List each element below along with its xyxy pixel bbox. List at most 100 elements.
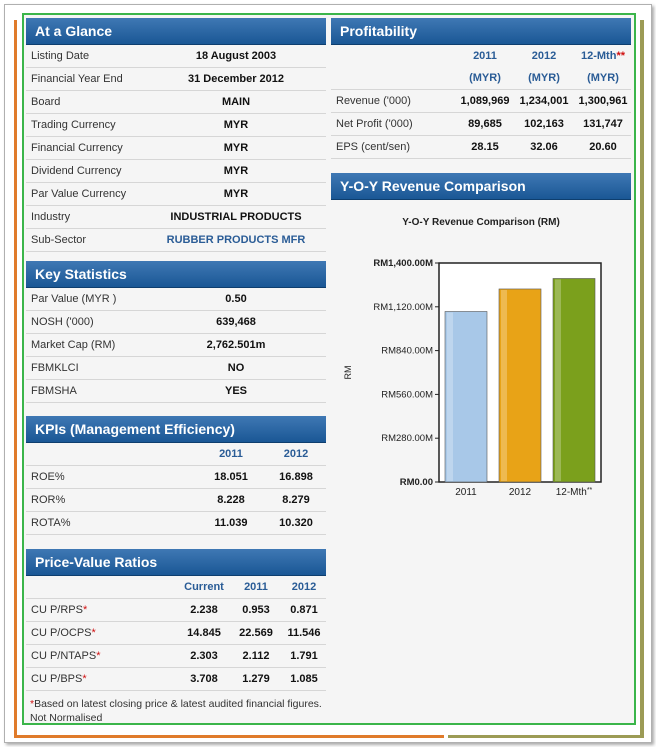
prof-col-2012-year: 2012 [531,50,557,62]
pv-value: 3.708 [190,673,218,685]
row-label: Sub-Sector [31,234,87,246]
row-value: 2,762.501m [206,339,266,351]
kpis-header: KPIs (Management Efficiency) [26,416,326,443]
row-label: CU P/NTAPS* [31,650,101,662]
profitability-header: Profitability [331,18,631,45]
y-tick-label: RM560.00M [381,389,433,400]
bar-2012[interactable] [498,288,542,483]
kpi-value: 8.228 [217,494,245,506]
row-label: Industry [31,211,71,223]
decorative-strip-bottom-left [14,735,444,738]
revenue-chart-panel: Y-O-Y Revenue Comparison Y-O-Y Revenue C… [331,173,631,503]
prof-col-12mth-year: 12-Mth** [580,50,625,62]
row-label: Market Cap (RM) [31,339,116,351]
row-value: MYR [223,165,249,177]
at-a-glance-row: Trading Currency MYR [26,114,326,137]
row-value: INDUSTRIAL PRODUCTS [170,211,302,223]
price-value-footnote: *Based on latest closing price & latest … [26,691,326,725]
kpis-row: ROE% 18.051 16.898 [26,466,326,489]
price-value-row: CU P/OCPS* 14.845 22.569 11.546 [26,622,326,645]
y-tick-label: RM840.00M [381,346,433,357]
profitability-year-row: 2011 2012 12-Mth** [331,45,631,67]
revenue-bar-chart: RM0.00 RM280.00M RM560.00M RM840.00M RM1,120… [343,258,602,498]
y-tick-label: RM1,400.00M [373,258,433,269]
profitability-value: 1,089,969 [460,95,510,107]
kpis-column-header-row: 2011 2012 [26,443,326,466]
price-value-header: Price-Value Ratios [26,549,326,576]
decorative-strip-left [14,20,17,738]
pv-col-current: Current [184,581,224,593]
chart-title: Y-O-Y Revenue Comparison (RM) [402,217,560,228]
kpis-row: ROTA% 11.039 10.320 [26,512,326,535]
row-label: FBMKLCI [31,362,79,374]
row-label: EPS (cent/sen) [336,141,410,153]
row-label: Revenue ('000) [336,95,411,107]
prof-col-2012-unit: (MYR) [528,72,560,84]
bar-2011[interactable] [444,311,488,483]
bar-12-mth[interactable] [552,278,596,483]
kpis-row: ROR% 8.228 8.279 [26,489,326,512]
y-axis-label: RM [343,366,353,380]
at-a-glance-row: Sub-Sector RUBBER PRODUCTS MFR [26,229,326,252]
key-statistics-table: Par Value (MYR ) 0.50 NOSH ('000) 639,468 Ma… [26,288,326,403]
kpi-value: 8.279 [282,494,310,506]
price-value-row: CU P/NTAPS* 2.303 2.112 1.791 [26,645,326,668]
price-value-column-header-row: Current 2011 2012 [26,576,326,599]
key-statistics-row: FBMSHA YES [26,380,326,403]
pv-value: 2.238 [190,604,218,616]
profitability-value: 1,234,001 [519,95,569,107]
row-label: Board [31,96,61,108]
kpis-table: ROE% 18.051 16.898 ROR% 8.228 8.279 ROTA% 11.03… [26,466,326,535]
key-statistics-header: Key Statistics [26,261,326,288]
row-label: Trading Currency [31,119,116,131]
kpis-col-2011: 2011 [219,448,243,460]
row-label: CU P/RPS* [31,604,88,616]
row-value: MYR [223,119,249,131]
pv-value: 14.845 [187,627,221,639]
decorative-strip-bottom-right [448,735,644,738]
pv-value: 11.546 [287,627,321,639]
kpi-value: 10.320 [279,517,313,529]
key-statistics-row: FBMKLCI NO [26,357,326,380]
profitability-value: 20.60 [589,141,617,153]
prof-col-2011-year: 2011 [473,50,497,62]
profitability-value: 102,163 [524,118,564,130]
pv-col-2011: 2011 [244,581,268,593]
row-value: NO [227,362,245,374]
row-value[interactable]: RUBBER PRODUCTS MFR [166,234,306,246]
price-value-row: CU P/BPS* 3.708 1.279 1.085 [26,668,326,691]
at-a-glance-row: Financial Year End 31 December 2012 [26,68,326,91]
at-a-glance-row: Financial Currency MYR [26,137,326,160]
row-label: Net Profit ('000) [336,118,413,130]
row-value: MAIN [221,96,251,108]
x-tick-label: 2012 [509,487,532,498]
kpi-value: 16.898 [279,471,313,483]
price-value-panel: Price-Value Ratios Current 2011 2012 CU … [26,549,326,725]
x-tick-label: 2011 [455,487,477,498]
row-label: Listing Date [31,50,90,62]
profitability-value: 131,747 [583,118,623,130]
kpi-value: 11.039 [214,517,248,529]
bar-highlight [501,289,507,481]
profitability-row: EPS (cent/sen) 28.15 32.06 20.60 [331,136,631,159]
at-a-glance-panel: At a Glance Listing Date 18 August 2003 Fi… [26,18,326,252]
row-value: 639,468 [216,316,256,328]
pv-value: 1.791 [290,650,318,662]
price-value-row: CU P/RPS* 2.238 0.953 0.871 [26,599,326,622]
pv-value: 2.303 [190,650,218,662]
prof-col-2011-unit: (MYR) [469,72,501,84]
footnote-text: Based on latest closing price & latest a… [30,698,322,724]
row-label: CU P/OCPS* [31,627,96,639]
kpis-col-2012: 2012 [283,448,309,460]
content-frame: At a Glance Listing Date 18 August 2003 Fi… [22,13,636,725]
profitability-row: Net Profit ('000) 89,685 102,163 131,747 [331,113,631,136]
row-label: ROE% [31,471,65,483]
row-value: 31 December 2012 [187,73,284,85]
at-a-glance-row: Listing Date 18 August 2003 [26,45,326,68]
profitability-unit-row: (MYR) (MYR) (MYR) [331,67,631,90]
bar-highlight [555,279,561,481]
row-value: MYR [223,142,249,154]
profitability-row: Revenue ('000) 1,089,969 1,234,001 1,300,96… [331,90,631,113]
at-a-glance-table: Listing Date 18 August 2003 Financial Year… [26,45,326,252]
profitability-value: 89,685 [468,118,502,130]
